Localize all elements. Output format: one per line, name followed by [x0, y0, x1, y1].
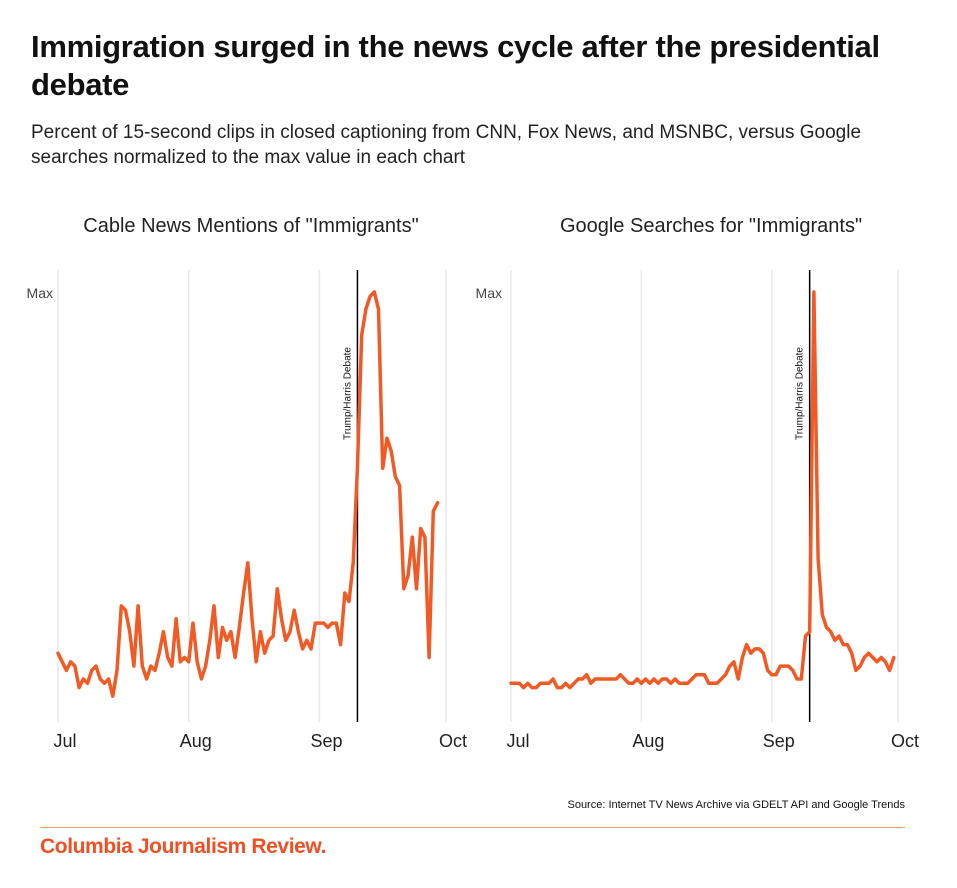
x-tick-label: Aug: [180, 731, 212, 751]
x-tick-label: Jul: [506, 731, 529, 751]
debate-marker-label: Trump/Harris Debate: [342, 347, 353, 440]
series-line: [509, 290, 896, 690]
x-tick-label: Oct: [439, 731, 467, 751]
panel-title: Google Searches for "Immigrants": [560, 215, 862, 237]
x-tick-label: Oct: [891, 731, 919, 751]
x-tick-label: Sep: [310, 731, 342, 751]
y-tick-label-max: Max: [27, 285, 53, 301]
x-tick-label: Jul: [53, 731, 76, 751]
y-tick-label-max: Max: [476, 285, 502, 301]
debate-marker-label: Trump/Harris Debate: [795, 347, 806, 440]
panel-title: Cable News Mentions of "Immigrants": [83, 215, 418, 237]
source-note: Source: Internet TV News Archive via GDE…: [567, 799, 905, 811]
chart-subtitle: Percent of 15-second clips in closed cap…: [31, 122, 862, 168]
series-line: [56, 290, 440, 698]
x-tick-label: Sep: [763, 731, 795, 751]
x-tick-label: Aug: [632, 731, 664, 751]
brand-logo: Columbia Journalism Review.: [40, 835, 326, 858]
chart-title: Immigration surged in the news cycle aft…: [31, 29, 880, 102]
divider: [40, 827, 905, 828]
